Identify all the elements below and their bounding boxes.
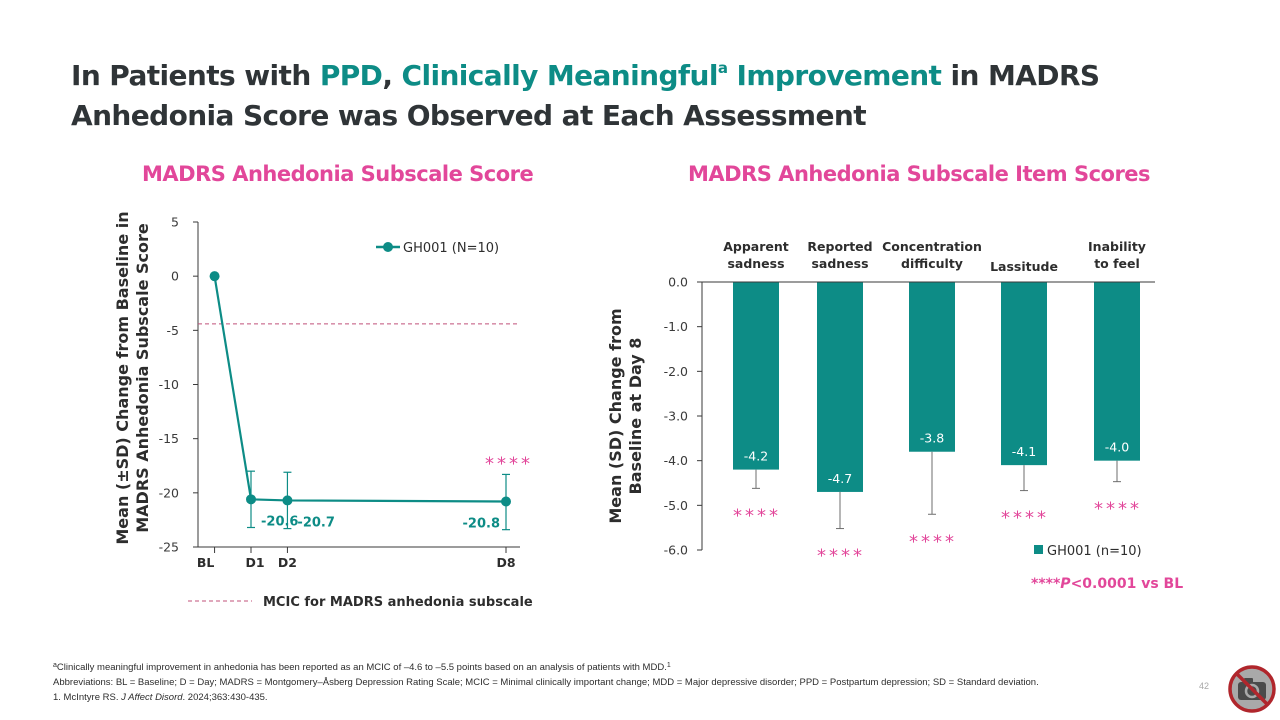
- reference-journal: J Affect Disord: [121, 692, 183, 703]
- series-line: [213, 275, 507, 503]
- data-label: -4.1: [1012, 444, 1036, 459]
- y-tick-label: -20: [159, 485, 179, 500]
- data-label: -3.8: [920, 431, 944, 446]
- y-tick-label: 0: [171, 269, 179, 284]
- data-label: -20.7: [297, 515, 334, 530]
- title-highlight: Clinically Meaningful: [401, 59, 719, 92]
- reference-author: 1. McIntyre RS.: [53, 692, 122, 703]
- category-label: Apparent: [723, 239, 789, 254]
- y-axis-label: Mean (SD) Change from Baseline at Day 8: [606, 308, 645, 523]
- bars: -4.2 **** -4.7 **** -3.8 **** -4.1 **** -4.0 ****: [702, 281, 1155, 567]
- title-highlight: PPD: [319, 59, 383, 92]
- line-chart: Mean (±SD) Change from Baseline in MADRS…: [113, 211, 533, 610]
- y-tick-label: -5: [167, 323, 179, 338]
- data-point: [282, 495, 293, 506]
- significance-stars: ****: [1001, 508, 1049, 529]
- category-label: sadness: [727, 256, 784, 271]
- legend-label: GH001 (n=10): [1047, 544, 1142, 559]
- bar: [1094, 282, 1140, 461]
- title-footnote-marker: a: [717, 59, 728, 77]
- bar: [817, 282, 863, 492]
- x-tick-label: D2: [278, 555, 297, 570]
- title-highlight: Improvement: [727, 59, 942, 92]
- y-axis-label-line: MADRS Anhedonia Subscale Score: [133, 223, 152, 533]
- significance-stars: ****: [817, 546, 865, 567]
- legend: GH001 (n=10): [1034, 544, 1142, 559]
- data-label: -4.0: [1105, 440, 1129, 455]
- significance-stars: ****: [1094, 499, 1142, 520]
- y-axis-label-line: Mean (SD) Change from: [606, 308, 625, 523]
- category-label: Reported: [807, 239, 872, 254]
- y-axis-label: Mean (±SD) Change from Baseline in MADRS…: [113, 211, 152, 544]
- data-label: -20.6: [261, 514, 298, 529]
- legend-point-marker: [383, 242, 393, 252]
- data-point: [501, 496, 511, 507]
- y-axis-label-line: Mean (±SD) Change from Baseline in: [113, 211, 132, 544]
- reference-line-legend: MCIC for MADRS anhedonia subscale: [188, 595, 533, 610]
- reference-marker: 1: [666, 662, 671, 669]
- footnotes: aClinically meaningful improvement in an…: [53, 660, 1193, 705]
- category-label: difficulty: [901, 256, 963, 271]
- axes: 0.0 -1.0 -2.0 -3.0 -4.0 -5.0 -6.0 Apparent sadne…: [664, 239, 1146, 558]
- axes: 5 0 -5 -10 -15 -20 -25 BL D1 D2 D8: [159, 215, 520, 570]
- footnote-text: Clinically meaningful improvement in anh…: [56, 662, 667, 673]
- bar: [909, 282, 955, 452]
- y-tick-label: -2.0: [664, 364, 688, 379]
- title-text: In Patients with: [71, 59, 320, 92]
- x-tick-label: BL: [197, 555, 215, 570]
- significance-stars: ****: [909, 531, 957, 552]
- significance-note-p: P: [1060, 576, 1071, 592]
- footnote-reference: 1. McIntyre RS. J Affect Disord. 2024;36…: [53, 690, 1193, 705]
- significance-stars: ****: [733, 505, 781, 526]
- data-point: [209, 271, 220, 282]
- data-point: [246, 494, 256, 505]
- bar-chart: Mean (SD) Change from Baseline at Day 8 …: [606, 239, 1183, 592]
- category-label: Concentration: [882, 239, 982, 254]
- reference-details: . 2024;363:430-435.: [182, 692, 268, 703]
- page-number: 42: [1199, 681, 1210, 691]
- y-tick-label: -3.0: [664, 409, 688, 424]
- right-chart-title: MADRS Anhedonia Subscale Item Scores: [688, 162, 1151, 186]
- category-label: Lassitude: [990, 259, 1058, 274]
- bar: [733, 282, 779, 470]
- data-label: -20.8: [463, 517, 500, 532]
- bar: [1001, 282, 1047, 466]
- y-tick-label: 0.0: [668, 275, 688, 290]
- y-tick-label: -25: [159, 540, 179, 555]
- footnote-abbreviations: Abbreviations: BL = Baseline; D = Day; M…: [53, 677, 1039, 688]
- slide-title: In Patients with PPD, Clinically Meaning…: [71, 56, 1221, 136]
- data-label: -4.7: [828, 471, 852, 486]
- legend: GH001 (N=10): [376, 241, 499, 256]
- footnote-marker: a: [53, 662, 57, 669]
- y-tick-label: -1.0: [664, 319, 688, 334]
- left-chart-title: MADRS Anhedonia Subscale Score: [142, 162, 534, 186]
- title-text: in MADRS Anhedonia Score was Observed at…: [71, 59, 1100, 132]
- category-label: Inability: [1088, 239, 1146, 254]
- significance-note-stars: ****: [1031, 576, 1061, 592]
- series-gh001: -20.6-20.7 -20.8 ****: [209, 271, 533, 532]
- significance-note: ****P<0.0001 vs BL: [1031, 576, 1183, 592]
- significance-note-text: <0.0001 vs BL: [1071, 576, 1184, 592]
- y-tick-label: -5.0: [664, 498, 688, 513]
- y-tick-label: -6.0: [664, 543, 688, 558]
- category-label: sadness: [811, 256, 868, 271]
- footnote-mcic: aClinically meaningful improvement in an…: [53, 660, 1193, 675]
- y-tick-label: 5: [171, 215, 179, 230]
- data-label: -4.2: [744, 449, 768, 464]
- category-label: to feel: [1094, 256, 1140, 271]
- x-tick-label: D1: [245, 555, 264, 570]
- significance-stars: ****: [485, 453, 533, 474]
- no-camera-icon: [1228, 665, 1276, 713]
- reference-line-legend-label: MCIC for MADRS anhedonia subscale: [263, 595, 533, 610]
- y-axis-label-line: Baseline at Day 8: [626, 338, 645, 495]
- legend-swatch: [1034, 545, 1043, 554]
- legend-label: GH001 (N=10): [403, 241, 499, 256]
- y-tick-label: -15: [159, 431, 179, 446]
- x-tick-label: D8: [496, 555, 515, 570]
- y-tick-label: -10: [159, 377, 179, 392]
- y-tick-label: -4.0: [664, 453, 688, 468]
- title-text: ,: [382, 59, 402, 92]
